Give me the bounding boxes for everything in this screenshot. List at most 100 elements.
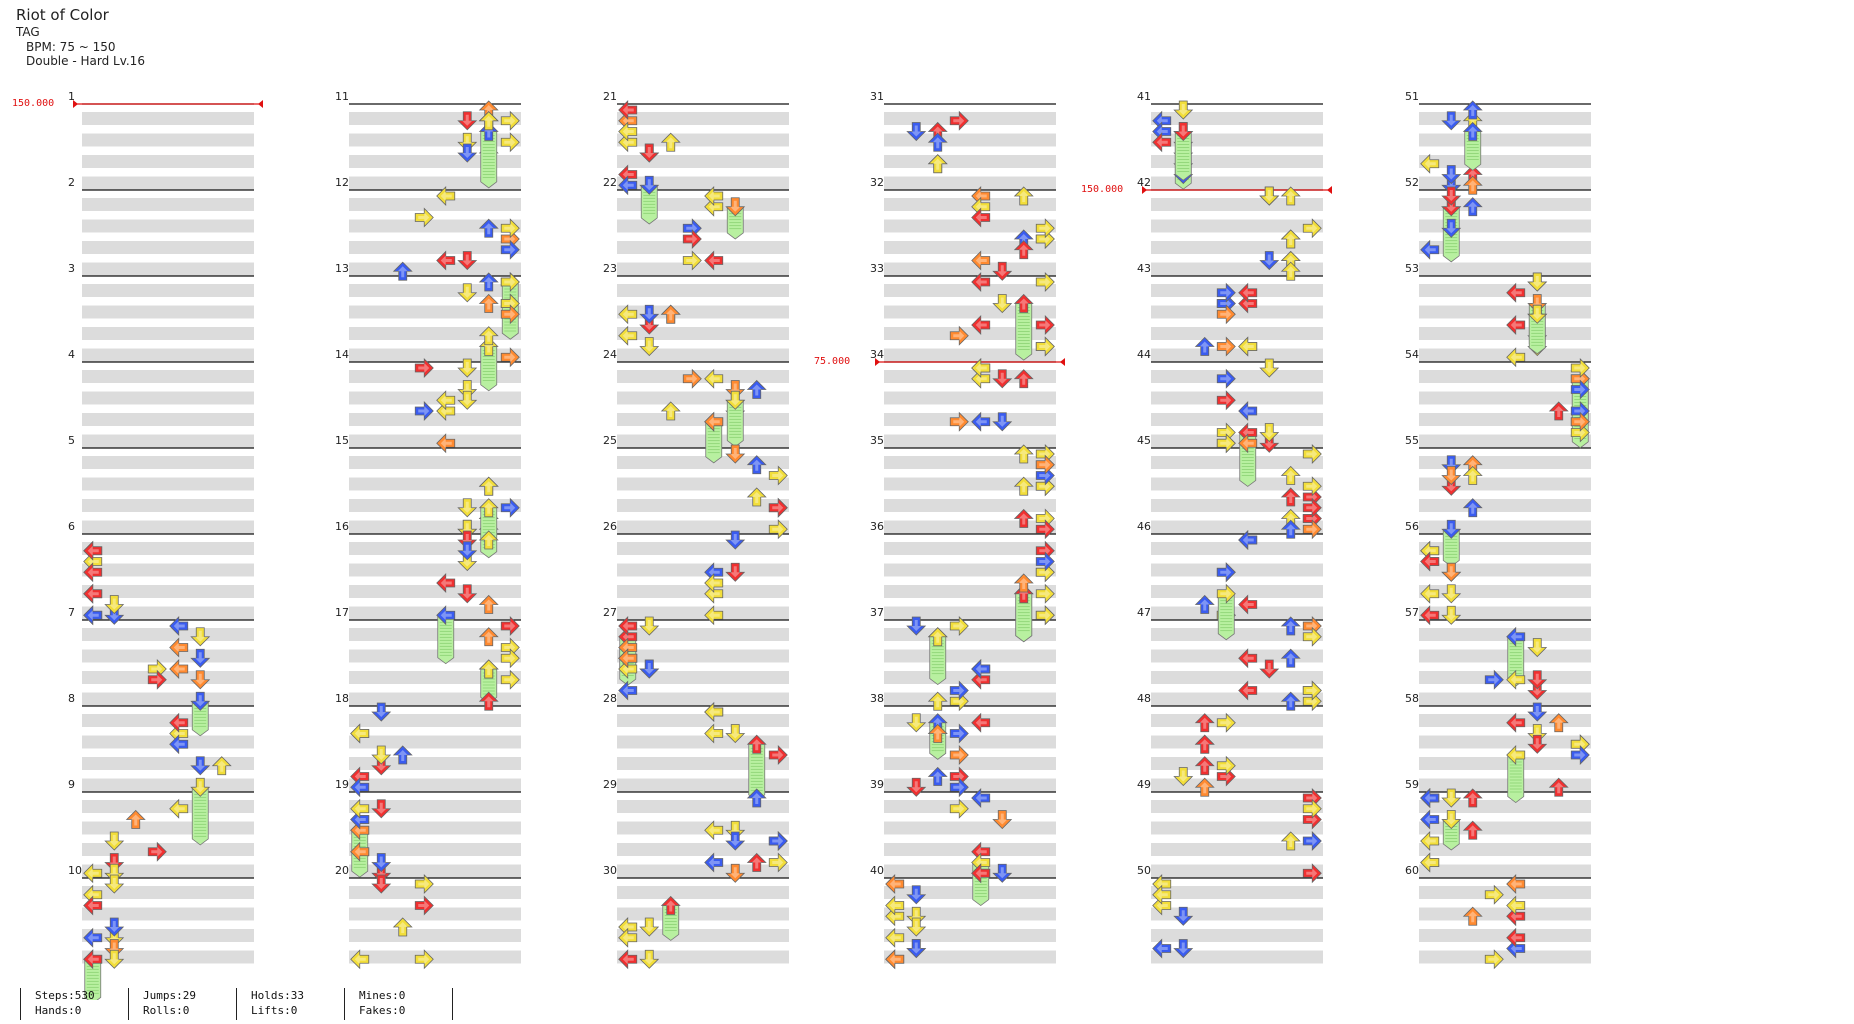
step-arrow xyxy=(1013,369,1034,389)
step-arrow xyxy=(500,110,520,131)
step-arrow xyxy=(927,723,948,743)
measure-number: 6 xyxy=(68,520,75,533)
step-arrow xyxy=(1216,368,1236,389)
step-arrow xyxy=(104,874,125,894)
step-arrow xyxy=(768,465,788,486)
measure-number: 28 xyxy=(603,692,617,705)
step-arrow xyxy=(1013,240,1034,260)
measure-54 xyxy=(1419,361,1591,448)
measure-number: 11 xyxy=(335,90,349,103)
measure-28 xyxy=(617,705,789,792)
measure-41 xyxy=(1151,103,1323,190)
step-arrow xyxy=(1441,810,1462,830)
step-arrow xyxy=(1570,411,1590,432)
step-arrow xyxy=(1013,508,1034,528)
step-arrow xyxy=(618,175,638,196)
step-arrow xyxy=(83,540,103,561)
step-arrow xyxy=(104,595,125,615)
step-arrow xyxy=(478,293,499,313)
step-arrow xyxy=(83,863,103,884)
step-arrow xyxy=(1527,638,1548,658)
step-arrow xyxy=(1441,466,1462,486)
measure-3 xyxy=(82,275,254,362)
step-arrow xyxy=(639,304,660,324)
measure-number: 44 xyxy=(1137,348,1151,361)
hold-note xyxy=(1507,636,1525,687)
step-arrow xyxy=(1570,745,1590,765)
step-arrow xyxy=(1441,186,1462,206)
measure-number: 50 xyxy=(1137,864,1151,877)
step-arrow xyxy=(190,627,211,647)
step-arrow xyxy=(169,734,189,755)
step-arrow xyxy=(1548,777,1569,797)
step-arrow xyxy=(682,368,702,389)
step-arrow xyxy=(1194,713,1215,733)
step-arrow xyxy=(500,218,520,239)
measure-number: 49 xyxy=(1137,778,1151,791)
step-arrow xyxy=(971,788,991,808)
step-arrow xyxy=(371,702,392,722)
step-arrow xyxy=(906,777,927,797)
step-arrow xyxy=(1280,691,1301,711)
step-arrow xyxy=(1302,680,1322,701)
step-arrow xyxy=(371,853,392,873)
step-arrow xyxy=(1216,712,1236,733)
bpm-change-value: 75.000 xyxy=(814,356,851,367)
step-arrow xyxy=(1173,906,1194,926)
measure-number: 31 xyxy=(870,90,884,103)
step-arrow xyxy=(1527,702,1548,722)
step-arrow xyxy=(618,680,638,701)
measure-number: 36 xyxy=(870,520,884,533)
step-arrow xyxy=(83,562,103,583)
step-arrow xyxy=(1441,111,1462,131)
step-arrow xyxy=(371,799,392,819)
measure-number: 53 xyxy=(1405,262,1419,275)
step-arrow xyxy=(147,841,167,862)
step-arrow xyxy=(927,627,948,647)
measure-21 xyxy=(617,103,789,190)
step-arrow xyxy=(639,143,660,163)
step-arrow xyxy=(1259,423,1280,443)
step-arrow xyxy=(971,712,991,733)
step-arrow xyxy=(1013,444,1034,464)
note-field xyxy=(73,100,1591,1000)
step-arrow xyxy=(371,745,392,765)
bpm-change-value: 150.000 xyxy=(1081,184,1124,195)
measure-9 xyxy=(82,791,254,878)
measure-40 xyxy=(884,877,1056,964)
measure-number: 20 xyxy=(335,864,349,877)
step-arrow xyxy=(478,111,499,131)
measure-1 xyxy=(82,103,254,190)
measure-number: 15 xyxy=(335,434,349,447)
step-arrow xyxy=(704,573,724,593)
measure-24 xyxy=(617,361,789,448)
step-arrow xyxy=(992,261,1013,281)
measure-15 xyxy=(349,447,521,534)
step-arrow xyxy=(1506,347,1526,368)
step-arrow xyxy=(618,927,638,948)
measure-number: 56 xyxy=(1405,520,1419,533)
measure-number: 9 xyxy=(68,778,75,791)
step-arrow xyxy=(639,337,660,357)
step-arrow xyxy=(83,895,103,916)
step-arrow xyxy=(906,616,927,636)
step-arrow xyxy=(1280,229,1301,249)
step-arrow xyxy=(992,294,1013,314)
step-arrow xyxy=(1302,831,1322,851)
bpm-change-marker xyxy=(875,358,1065,366)
measure-number: 22 xyxy=(603,176,617,189)
step-arrow xyxy=(768,519,788,540)
step-arrow xyxy=(169,616,189,636)
step-arrow xyxy=(169,659,189,679)
step-arrow xyxy=(125,809,146,829)
step-arrow xyxy=(746,734,767,754)
measure-49 xyxy=(1151,791,1323,878)
stat-group-steps: Steps:530 Hands:0 xyxy=(20,988,115,1020)
song-artist: TAG xyxy=(16,25,40,39)
step-arrow xyxy=(500,304,520,325)
step-arrow xyxy=(1216,755,1236,776)
step-arrow xyxy=(660,895,681,915)
measure-number: 16 xyxy=(335,520,349,533)
step-arrow xyxy=(639,917,660,937)
step-arrow xyxy=(1302,444,1322,464)
